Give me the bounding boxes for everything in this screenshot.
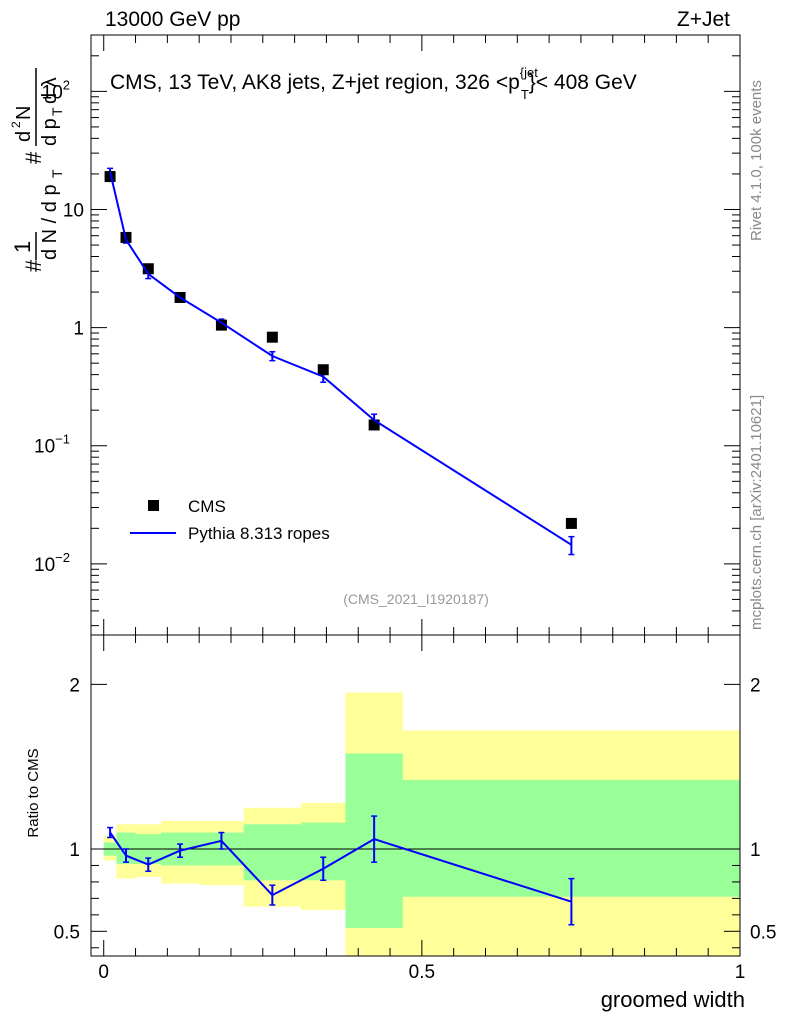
cms-data-point — [215, 319, 227, 331]
main-frame — [90, 34, 741, 636]
legend-pythia-label: Pythia 8.313 ropes — [188, 524, 330, 543]
main-y-tick-label: 10−2 — [34, 550, 70, 576]
main-y-tick-label: 1 — [73, 319, 84, 340]
svg-text:d λ: d λ — [39, 77, 61, 104]
main-y-tick-label: 10 — [63, 200, 84, 221]
cms-data-point — [266, 331, 278, 343]
svg-text:d N / d p: d N / d p — [39, 184, 61, 260]
ratio-y-tick-label: 2 — [69, 675, 80, 696]
ratio-prediction-line — [109, 831, 572, 903]
analysis-watermark: (CMS_2021_I1920187) — [343, 591, 489, 607]
header-energy-label: 13000 GeV pp — [105, 8, 240, 31]
ratio-band-1sigma — [402, 779, 740, 897]
svg-text:T: T — [49, 169, 65, 178]
svg-text:#: # — [21, 151, 46, 164]
main-y-tick-label: 10−1 — [34, 432, 70, 458]
ratio-y-axis-label: Ratio to CMS — [25, 748, 42, 837]
ratio-y-tick-label-right: 1 — [750, 840, 761, 861]
main-series-layer — [104, 167, 577, 556]
ratio-y-tick-label-right: 0.5 — [750, 922, 776, 943]
cms-data-point — [142, 263, 154, 275]
ratio-y-tick-label-right: 2 — [750, 675, 761, 696]
svg-text:1: 1 — [10, 241, 35, 253]
cms-data-point — [368, 419, 380, 431]
header-process-label: Z+Jet — [677, 8, 730, 31]
main-y-axis-label: # 1 d N / d p T # d 2 N d p T d λ — [9, 68, 65, 272]
x-tick-label: 0.5 — [409, 962, 435, 983]
svg-text:N: N — [13, 106, 35, 120]
ratio-band-1sigma — [243, 824, 301, 881]
main-axis-ticks — [91, 34, 741, 635]
ratio-band-1sigma — [116, 832, 136, 864]
ratio-panel: 0.5 0.51 12 20 0.5 1 Ratio to CMS groomed wid… — [25, 634, 777, 1012]
main-panel: 102 10 1 10−1 10−2 CMS, 13 TeV, AK8 jets, Z+… — [9, 34, 741, 636]
ratio-series-layer — [107, 815, 575, 926]
main-y-tick-label: 102 — [42, 77, 70, 103]
cms-data-point — [104, 171, 116, 183]
svg-text:#: # — [21, 259, 46, 272]
svg-text:d: d — [13, 131, 35, 142]
pythia-prediction-line — [109, 171, 572, 546]
x-axis-label: groomed width — [601, 987, 745, 1012]
main-y-tick-labels: 102 10 1 10−1 10−2 — [34, 77, 84, 576]
svg-text:2: 2 — [9, 121, 23, 128]
main-plot-title: CMS, 13 TeV, AK8 jets, Z+jet region, 326… — [110, 65, 637, 102]
mcplots-source-label: mcplots.cern.ch [arXiv:2401.10621] — [748, 395, 765, 630]
svg-text:T: T — [49, 107, 65, 116]
ratio-uncertainty-bands — [103, 692, 740, 956]
ratio-y-tick-label: 0.5 — [54, 922, 80, 943]
x-tick-label: 0 — [98, 962, 109, 983]
legend: CMS Pythia 8.313 ropes — [130, 497, 330, 543]
ratio-y-tick-label: 1 — [69, 840, 80, 861]
x-tick-label: 1 — [735, 962, 746, 983]
rivet-version-label: Rivet 4.1.0, 100k events — [748, 80, 765, 241]
legend-cms-marker — [148, 500, 159, 511]
ratio-tick-labels: 0.5 0.51 12 20 0.5 1 — [54, 675, 777, 983]
legend-cms-label: CMS — [188, 497, 226, 516]
cms-data-point — [317, 364, 329, 376]
ratio-axis-ticks — [91, 635, 741, 956]
svg-text:d p: d p — [39, 118, 61, 146]
ratio-frame — [90, 634, 741, 957]
cms-data-point — [565, 517, 577, 529]
